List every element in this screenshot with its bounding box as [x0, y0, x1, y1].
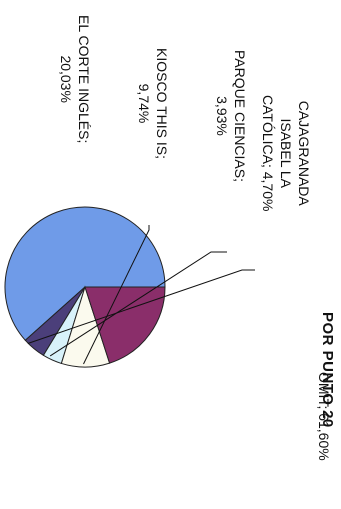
- pie-slice-el-corte-ingl-s: [84, 286, 166, 364]
- leader-line-parque-ciencias: [49, 251, 227, 357]
- leader-line-cajagranada: [27, 269, 255, 344]
- leader-line-kiosco: [83, 225, 150, 365]
- pie-slice-omit: [4, 206, 166, 341]
